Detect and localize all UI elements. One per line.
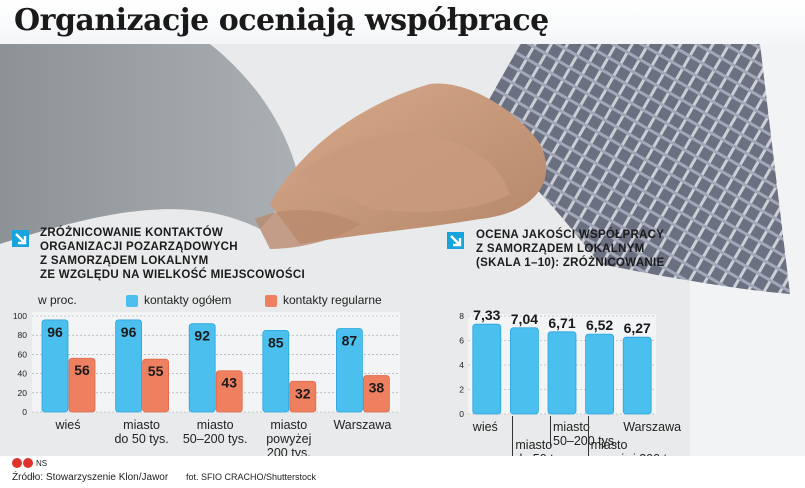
y-tick-label: 0 <box>459 409 464 419</box>
bar <box>510 327 539 415</box>
right-title-line: (skala 1–10): zróżnicowanie <box>476 257 665 269</box>
bar-total <box>188 323 216 413</box>
left-title-line: organizacji pozarządowych <box>40 241 238 253</box>
y-tick-label: 20 <box>18 388 28 398</box>
cc-icon <box>12 458 22 468</box>
category-leader-line <box>512 416 514 464</box>
bar-total <box>41 319 69 413</box>
bar <box>547 331 577 415</box>
unit-label: w proc. <box>38 293 77 307</box>
y-tick-label: 8 <box>459 311 464 321</box>
left-chart: 0 20 40 60 80 100 96 56 96 55 92 43 85 32 87 38 <box>13 311 400 417</box>
page-title: Organizacje oceniają współpracę <box>14 3 549 38</box>
legend-label-regular: kontakty regularne <box>283 293 382 307</box>
y-tick-label: 100 <box>13 311 27 321</box>
category-leader-line <box>587 416 589 464</box>
data-label: 6,71 <box>548 315 575 331</box>
x-category-label: wieś <box>55 418 81 432</box>
title-bar: Organizacje oceniają współpracę <box>0 0 805 44</box>
footer: NS Źródło: Stowarzyszenie Klon/Jawor fot… <box>0 456 805 488</box>
bar <box>622 336 652 415</box>
brand-label: NS <box>36 459 48 468</box>
y-tick-label: 40 <box>18 369 28 379</box>
data-label-regular: 56 <box>74 362 90 378</box>
background-photo <box>0 44 805 456</box>
bar-total <box>335 328 363 413</box>
arrow-down-right-icon <box>447 232 464 249</box>
x-category-label: Warszawa <box>623 420 682 434</box>
legend-swatch-regular <box>265 295 277 307</box>
data-label: 6,52 <box>586 317 613 333</box>
y-tick-label: 2 <box>459 385 464 395</box>
data-label: 6,27 <box>624 320 651 336</box>
bar-regular <box>68 357 96 413</box>
left-title-line: ze względu na wielkość miejscowości <box>40 269 305 281</box>
data-label-regular: 38 <box>369 380 385 396</box>
data-label-total: 96 <box>121 324 137 340</box>
x-category-label: miasto 50–200 tys. <box>182 418 248 446</box>
data-label-total: 85 <box>268 334 284 350</box>
legend-swatch-total <box>126 295 138 307</box>
data-label: 7,04 <box>511 311 538 327</box>
source-text: Źródło: Stowarzyszenie Klon/Jawor <box>12 472 169 483</box>
cc-by-icon <box>23 458 33 468</box>
photo-credit: fot. SFIO CRACHO/Shutterstock <box>186 472 317 482</box>
data-label-total: 87 <box>342 332 358 348</box>
left-title-line: z samorządem lokalnym <box>40 255 209 267</box>
right-title-line: z samorządem lokalnym <box>476 243 645 255</box>
y-tick-label: 60 <box>18 349 28 359</box>
right-chart-title: Ocena jakości współpracy z samorządem lo… <box>476 228 665 270</box>
bar-regular <box>362 375 390 413</box>
right-chart: 0 2 4 6 8 7,33 7,04 6,71 6,52 6,27 <box>459 307 656 419</box>
data-label-regular: 43 <box>221 375 237 391</box>
bar <box>585 333 615 415</box>
bar <box>472 323 502 415</box>
bar-regular <box>289 380 317 413</box>
handshake-photo <box>0 44 805 456</box>
x-category-label: Warszawa <box>333 418 392 432</box>
category-leader-line <box>550 416 551 446</box>
data-label: 7,33 <box>473 307 500 323</box>
data-label-regular: 32 <box>295 385 311 401</box>
x-category-label: miasto 50–200 tys. <box>553 420 618 448</box>
data-label-regular: 55 <box>148 363 164 379</box>
data-label-total: 96 <box>47 324 63 340</box>
y-tick-label: 0 <box>22 407 27 417</box>
right-title-line: Ocena jakości współpracy <box>476 229 665 241</box>
bar-total <box>262 329 290 413</box>
arrow-down-right-icon <box>12 230 29 247</box>
x-category-label: miasto powyżej 200 tys. <box>266 418 312 460</box>
legend-label-total: kontakty ogółem <box>144 293 232 307</box>
x-category-label: wieś <box>472 420 498 434</box>
y-tick-label: 6 <box>459 336 464 346</box>
y-tick-label: 4 <box>459 360 464 370</box>
bar-regular <box>215 370 243 413</box>
left-title-line: Zróżnicowanie kontaktów <box>40 227 223 239</box>
bar-total <box>115 319 142 413</box>
data-label-total: 92 <box>194 328 210 344</box>
y-tick-label: 80 <box>18 330 28 340</box>
bar-regular <box>142 358 170 413</box>
left-chart-title: Zróżnicowanie kontaktów organizacji poza… <box>40 226 305 282</box>
